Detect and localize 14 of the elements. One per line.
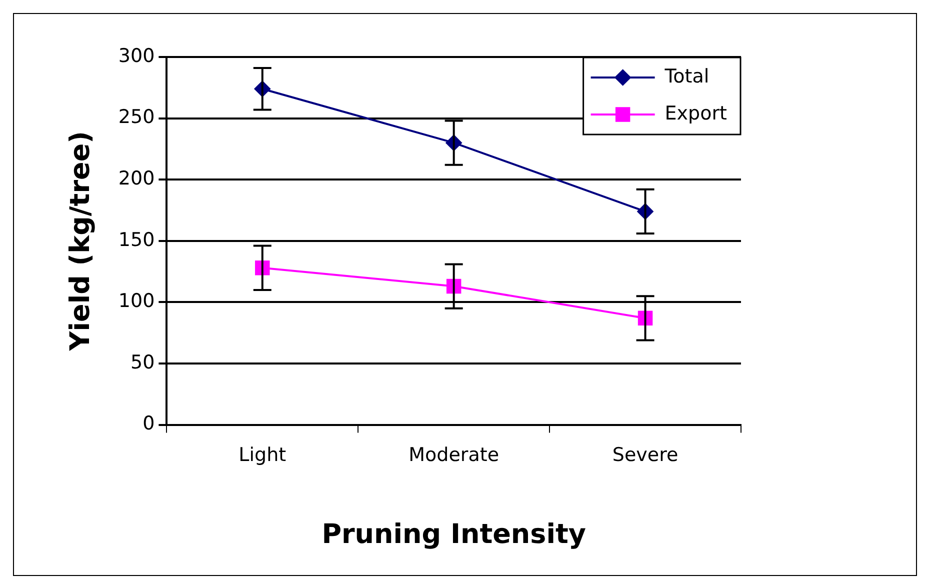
legend-label: Total xyxy=(664,65,710,88)
x-tick-label: Severe xyxy=(612,444,678,466)
x-axis-title: Pruning Intensity xyxy=(322,518,586,550)
y-tick-label: 100 xyxy=(118,290,155,312)
y-axis-title: Yield (kg/tree) xyxy=(65,131,96,352)
y-tick-label: 0 xyxy=(142,412,155,435)
x-tick-label: Light xyxy=(238,444,286,466)
legend-label: Export xyxy=(664,102,728,124)
y-tick-label: 150 xyxy=(118,228,155,251)
y-tick-label: 50 xyxy=(130,351,155,374)
x-tick-label: Moderate xyxy=(408,444,500,466)
y-tick-label: 250 xyxy=(118,106,155,128)
y-tick-label: 200 xyxy=(118,168,155,190)
y-tick-label: 300 xyxy=(118,44,155,67)
